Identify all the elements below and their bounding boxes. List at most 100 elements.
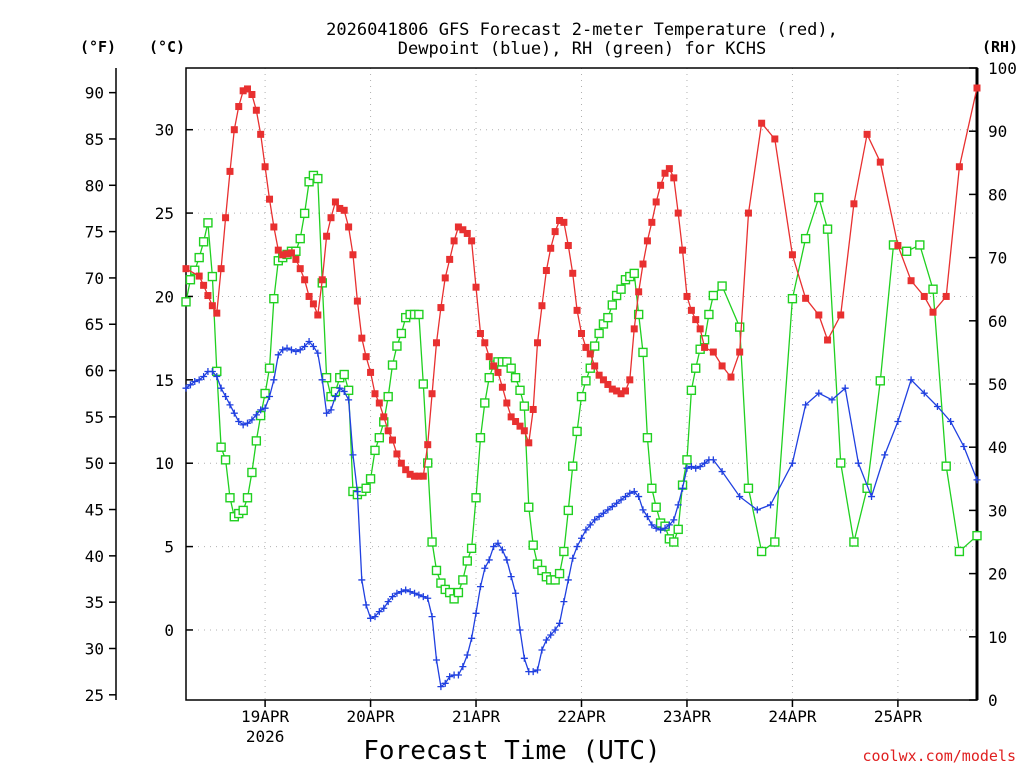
dewpoint-point [235, 418, 243, 426]
dewpoint-point [503, 556, 511, 564]
dewpoint-point [441, 679, 449, 687]
temperature-point [635, 288, 643, 296]
temperature-point [292, 255, 300, 263]
dewpoint-point [920, 389, 928, 397]
dewpoint-point [213, 372, 221, 380]
rh-point [431, 565, 442, 576]
rh-point [928, 284, 938, 294]
dewpoint-point [766, 501, 774, 509]
series-rh [181, 170, 982, 604]
dewpoint-point [564, 576, 572, 584]
dewpoint-point [494, 539, 502, 547]
temperature-point [657, 181, 665, 189]
temperature-point [573, 306, 581, 314]
temperature-point [758, 119, 766, 127]
dewpoint-point [252, 411, 260, 419]
temperature-point [718, 362, 726, 370]
temperature-point [393, 450, 401, 458]
rh-point [814, 192, 824, 203]
temperature-point [520, 427, 528, 435]
rh-point [238, 505, 248, 516]
temperature-point [802, 294, 810, 302]
rh-point [418, 379, 428, 389]
temperature-point [406, 470, 414, 478]
dewpoint-point [437, 683, 445, 691]
temperature-point [582, 343, 590, 351]
rh-point [941, 461, 951, 471]
rh-tick-label: 60 [988, 312, 1007, 331]
temperature-point [208, 302, 216, 310]
celsius-tick-label: 10 [155, 454, 174, 473]
temperature-point [744, 209, 752, 217]
temperature-point [617, 390, 625, 398]
celsius-tick-label: 5 [164, 538, 174, 557]
rh-point [629, 268, 639, 279]
temperature-point [551, 228, 559, 236]
dewpoint-point [384, 598, 392, 606]
rh-point [915, 240, 925, 250]
dewpoint-point [432, 656, 440, 664]
rh-point [185, 275, 196, 285]
temperature-point [323, 232, 331, 240]
rh-point [207, 271, 218, 282]
fahrenheit-tick-label: 60 [85, 362, 104, 381]
temperature-point [217, 265, 225, 273]
dewpoint-point [947, 418, 955, 426]
temperature-point [468, 237, 476, 245]
celsius-tick-label: 30 [155, 121, 174, 140]
x-tick-label: 24APR [768, 707, 817, 726]
temperature-point [516, 422, 524, 430]
dewpoint-point [683, 464, 691, 472]
rh-tick-label: 30 [988, 501, 1007, 520]
dewpoint-point [674, 501, 682, 509]
temperature-point [349, 251, 357, 259]
rh-point [396, 328, 407, 339]
rh-point [427, 537, 437, 547]
dewpoint-point [635, 493, 643, 501]
dewpoint-point [208, 367, 216, 375]
dewpoint-point [468, 634, 476, 642]
temperature-point [613, 387, 621, 395]
temperature-point [955, 163, 963, 171]
dewpoint-point [305, 337, 313, 345]
temperature-point [200, 281, 208, 289]
rh-point [787, 293, 798, 304]
rh-point [475, 433, 486, 443]
dewpoint-point [371, 613, 379, 621]
dewpoint-point [362, 601, 370, 609]
data-series [181, 84, 982, 691]
fahrenheit-unit-label: (°F) [80, 38, 116, 56]
rh-point [673, 524, 683, 535]
temperature-point [701, 343, 709, 351]
temperature-point [283, 250, 291, 258]
temperature-point [771, 135, 779, 143]
dewpoint-point [692, 464, 700, 472]
temperature-point [331, 198, 339, 206]
temperature-point [929, 308, 937, 316]
dewpoint-point [617, 496, 625, 504]
rh-point [194, 252, 204, 263]
dewpoint-point [314, 349, 322, 357]
temperature-point [485, 353, 493, 361]
dewpoint-point [498, 546, 506, 554]
dewpoint-point [454, 671, 462, 679]
dewpoint-point [604, 506, 612, 514]
temperature-point [226, 167, 234, 175]
dewpoint-point [534, 666, 542, 674]
temperature-point [274, 246, 282, 254]
temperature-point [578, 330, 585, 338]
dewpoint-point [406, 588, 414, 596]
temperature-point [824, 336, 832, 344]
temperature-point [621, 387, 629, 395]
temperature-point [556, 216, 564, 224]
dewpoint-point [538, 646, 546, 654]
credit-text: coolwx.com/models [862, 747, 1016, 765]
temperature-point [591, 362, 599, 370]
temperature-point [419, 472, 427, 480]
dewpoint-point [331, 393, 339, 401]
fahrenheit-tick-label: 35 [85, 593, 104, 612]
temperature-point [863, 130, 871, 138]
temperature-point [204, 292, 212, 300]
dewpoint-point [182, 384, 190, 392]
rh-point [484, 372, 494, 383]
